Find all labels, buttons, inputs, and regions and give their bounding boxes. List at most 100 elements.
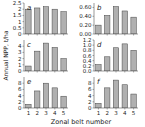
- bars: [96, 44, 137, 71]
- bar: [61, 12, 66, 34]
- y-tick-label: 0: [18, 105, 22, 111]
- y-tick: [93, 25, 95, 26]
- y-tick: [93, 101, 95, 102]
- bar: [113, 80, 118, 108]
- panel-label: f: [97, 78, 101, 86]
- y-tick: [93, 71, 95, 72]
- x-tick-label: 4: [123, 110, 127, 116]
- x-axis-line: [94, 108, 138, 109]
- y-tick-label: 0.20: [79, 22, 92, 28]
- x-tick-label: 5: [132, 110, 136, 116]
- y-tick: [93, 55, 95, 56]
- y-tick: [23, 27, 25, 28]
- y-tick-label: 0.2: [83, 63, 92, 69]
- bar: [96, 25, 101, 34]
- subplot: 01234cAnnual NPP, t/ha: [2, 30, 69, 80]
- x-tick: [116, 71, 117, 73]
- bar: [26, 9, 31, 34]
- y-tick: [93, 16, 95, 17]
- y-tick: [23, 52, 25, 53]
- y-tick-label: 8: [88, 80, 92, 86]
- bar: [131, 50, 136, 71]
- x-tick: [54, 34, 55, 36]
- x-tick: [37, 34, 38, 36]
- y-tick-label: 0.8: [83, 47, 92, 53]
- bar: [122, 44, 127, 71]
- x-tick: [37, 71, 38, 73]
- y-tick: [23, 95, 25, 96]
- y-tick-label: 2: [18, 56, 22, 62]
- x-tick-label: 4: [53, 110, 57, 116]
- y-tick: [23, 64, 25, 65]
- bar: [26, 66, 31, 71]
- y-tick-label: 8: [18, 80, 22, 86]
- y-tick-label: 4: [18, 43, 22, 49]
- figure: 00.511.522.5a0.000.200.400.60b01234cAnnu…: [0, 0, 145, 127]
- x-tick: [116, 34, 117, 36]
- bar: [122, 11, 127, 34]
- y-tick-label: 4: [88, 93, 92, 99]
- x-tick: [28, 34, 29, 36]
- panel-label: d: [97, 41, 102, 49]
- y-tick-label: 0.60: [79, 4, 92, 10]
- y-tick: [93, 7, 95, 8]
- bar: [104, 88, 109, 108]
- y-tick: [23, 9, 25, 10]
- y-tick-label: 1: [18, 19, 22, 25]
- y-tick-label: 0: [88, 105, 92, 111]
- bar: [34, 51, 39, 71]
- bar: [43, 83, 48, 108]
- subplot: 0.000.200.400.60b: [79, 3, 138, 37]
- x-tick: [107, 34, 108, 36]
- x-axis-line: [94, 34, 138, 35]
- subplot: 0246812345eZonal belt number: [18, 77, 111, 126]
- y-tick-label: 0.6: [83, 53, 92, 59]
- y-tick: [23, 46, 25, 47]
- subplot: 0.00.20.40.60.81.01.2d: [83, 37, 138, 74]
- x-tick: [63, 71, 64, 73]
- x-tick-label: 3: [44, 110, 48, 116]
- y-tick: [93, 60, 95, 61]
- panel-label: b: [97, 4, 102, 12]
- bar: [61, 96, 66, 108]
- y-tick-label: 0.40: [79, 13, 92, 19]
- y-axis-line: [24, 40, 25, 71]
- y-axis-line: [94, 3, 95, 34]
- bar: [113, 7, 118, 34]
- bar: [34, 8, 39, 34]
- y-tick: [23, 71, 25, 72]
- x-axis-line: [94, 71, 138, 72]
- y-tick-label: 2: [18, 99, 22, 105]
- x-axis-label: Zonal belt number: [51, 118, 112, 126]
- y-tick-label: 0.0: [83, 68, 92, 74]
- y-tick: [23, 21, 25, 22]
- bar: [52, 88, 57, 108]
- y-tick-label: 3: [18, 49, 22, 55]
- x-tick-label: 3: [114, 110, 118, 116]
- y-tick-label: 0.4: [83, 58, 92, 64]
- bar: [104, 15, 109, 34]
- y-tick: [23, 3, 25, 4]
- y-tick: [93, 45, 95, 46]
- bar: [131, 17, 136, 34]
- bars: [26, 83, 67, 108]
- x-tick: [107, 71, 108, 73]
- y-tick: [93, 95, 95, 96]
- bar: [96, 103, 101, 108]
- y-axis-line: [94, 40, 95, 71]
- x-tick-label: 2: [105, 110, 109, 116]
- bar: [113, 48, 118, 71]
- y-tick-label: 2: [18, 6, 22, 12]
- y-tick-label: 1.2: [83, 37, 92, 43]
- y-tick: [23, 89, 25, 90]
- x-tick: [28, 71, 29, 73]
- subplot: 00.511.522.5a: [13, 0, 68, 37]
- y-axis-line: [24, 3, 25, 34]
- bar: [43, 7, 48, 34]
- bar: [61, 59, 66, 71]
- y-tick-label: 0.5: [13, 25, 22, 31]
- y-tick-label: 6: [18, 86, 22, 92]
- x-tick: [54, 71, 55, 73]
- y-tick-label: 2: [88, 99, 92, 105]
- y-tick: [93, 89, 95, 90]
